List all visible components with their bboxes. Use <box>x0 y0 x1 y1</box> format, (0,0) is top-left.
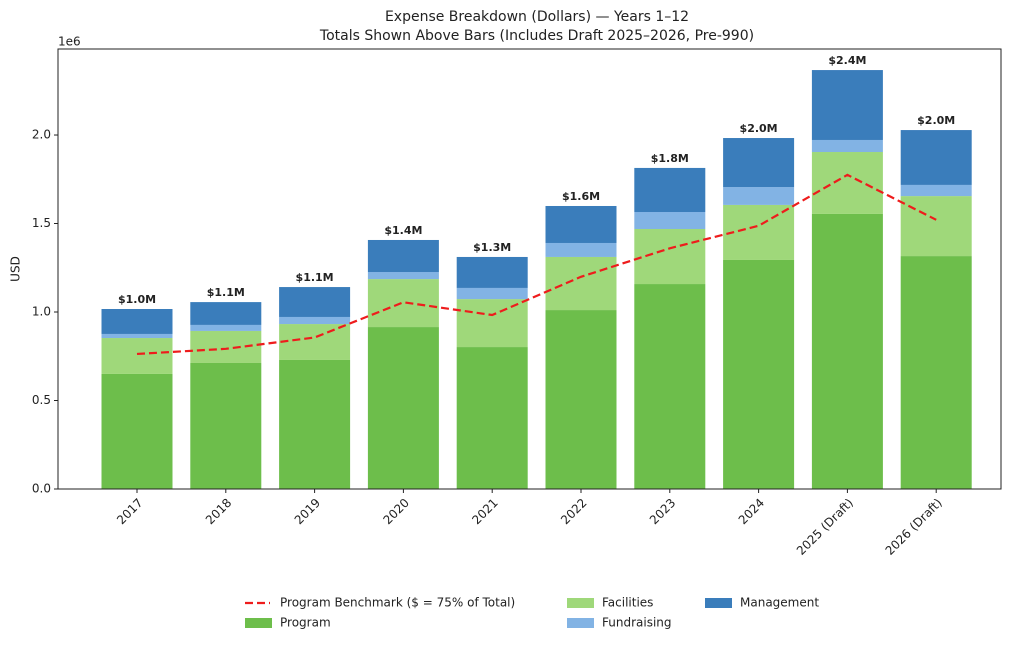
total-label: $1.1M <box>296 271 334 284</box>
chart-subtitle: Totals Shown Above Bars (Includes Draft … <box>319 28 754 44</box>
bar-segment <box>279 316 351 325</box>
bar-segment <box>190 302 262 325</box>
bar-segment <box>811 139 883 153</box>
x-tick-label: 2026 (Draft) <box>883 496 945 558</box>
total-label: $1.6M <box>562 190 600 203</box>
bar-segment <box>456 256 528 288</box>
bar-segment <box>811 152 883 214</box>
bar-segment <box>279 287 351 317</box>
total-label: $1.3M <box>473 241 511 254</box>
total-label: $2.4M <box>828 54 866 67</box>
bar-segment <box>900 196 972 257</box>
total-label: $2.0M <box>917 114 955 127</box>
bar-segment <box>279 359 351 489</box>
bar-segment <box>101 338 173 374</box>
x-tick-label: 2023 <box>647 496 678 527</box>
bar-segment <box>101 373 173 489</box>
bar-segment <box>900 184 972 197</box>
x-tick-label: 2017 <box>114 496 145 527</box>
bar-segment <box>101 309 173 334</box>
bar-segment <box>545 242 617 257</box>
y-tick-label: 2.0 <box>32 128 51 142</box>
y-offset-label: 1e6 <box>58 35 81 49</box>
bar-segment <box>811 213 883 489</box>
total-label: $2.0M <box>740 122 778 135</box>
x-tick-label: 2022 <box>558 496 589 527</box>
bar-segment <box>456 299 528 348</box>
legend-swatch <box>567 598 594 608</box>
bar-segment <box>811 70 883 140</box>
legend-label: Program <box>280 616 331 630</box>
bar-segment <box>634 167 706 213</box>
bar-segment <box>456 287 528 300</box>
y-tick-label: 1.5 <box>32 216 51 230</box>
y-axis-label: USD <box>9 256 23 282</box>
bar-segment <box>634 212 706 229</box>
bar-segment <box>367 279 439 328</box>
bar-segment <box>545 310 617 489</box>
bar-segment <box>367 327 439 489</box>
total-label: $1.4M <box>384 224 422 237</box>
y-tick-label: 0.5 <box>32 393 51 407</box>
x-tick-label: 2018 <box>203 496 234 527</box>
bar-segment <box>190 362 262 489</box>
legend-label: Facilities <box>602 596 653 610</box>
bar-segment <box>723 259 795 489</box>
x-tick-label: 2024 <box>736 496 767 527</box>
chart-title: Expense Breakdown (Dollars) — Years 1–12 <box>385 9 689 25</box>
x-tick-label: 2025 (Draft) <box>794 496 856 558</box>
legend-label: Fundraising <box>602 616 672 630</box>
bar-segment <box>900 256 972 489</box>
legend-swatch <box>567 618 594 628</box>
x-tick-label: 2021 <box>469 496 500 527</box>
total-label: $1.8M <box>651 152 689 165</box>
bar-segment <box>101 333 173 339</box>
bar-segment <box>190 330 262 363</box>
bar-segment <box>634 284 706 489</box>
legend-swatch <box>705 598 732 608</box>
y-tick-label: 0.0 <box>32 482 51 496</box>
legend-label: Program Benchmark ($ = 75% of Total) <box>280 596 515 610</box>
benchmark-line <box>136 173 937 356</box>
bar-segment <box>367 272 439 280</box>
bar-segment <box>456 347 528 489</box>
bar-segment <box>367 239 439 273</box>
bar-segment <box>723 204 795 260</box>
bar-segment <box>723 138 795 188</box>
plot-frame <box>57 48 1002 490</box>
total-label: $1.0M <box>118 293 156 306</box>
bar-segment <box>279 324 351 360</box>
x-tick-label: 2020 <box>380 496 411 527</box>
bar-segment <box>900 130 972 185</box>
bar-segment <box>545 256 617 311</box>
bar-segment <box>545 205 617 243</box>
total-label: $1.1M <box>207 286 245 299</box>
y-tick-label: 1.0 <box>32 305 51 319</box>
bar-segment <box>634 229 706 285</box>
x-tick-label: 2019 <box>292 496 323 527</box>
bar-segment <box>723 187 795 205</box>
legend-label: Management <box>740 596 819 610</box>
legend-swatch <box>245 618 272 628</box>
bar-segment <box>190 324 262 331</box>
